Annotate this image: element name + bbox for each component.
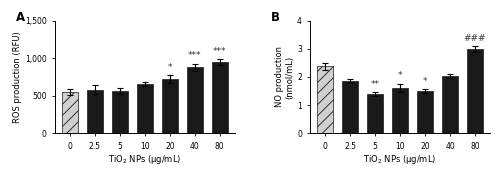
Bar — [212, 62, 228, 133]
Bar — [442, 76, 458, 133]
Text: ###: ### — [464, 34, 486, 43]
Bar — [87, 90, 103, 133]
Bar — [367, 94, 384, 133]
Bar — [112, 91, 128, 133]
Bar — [62, 92, 78, 133]
Text: A: A — [16, 11, 24, 24]
X-axis label: TiO$_2$ NPs (μg/mL): TiO$_2$ NPs (μg/mL) — [108, 154, 182, 167]
Text: *: * — [168, 63, 172, 72]
Bar — [162, 79, 178, 133]
Text: *: * — [423, 77, 428, 86]
Bar — [392, 88, 408, 133]
Bar — [467, 49, 483, 133]
Bar — [137, 84, 153, 133]
Y-axis label: NO production
(nmol/mL): NO production (nmol/mL) — [275, 47, 294, 107]
Text: *: * — [398, 71, 402, 80]
Text: **: ** — [370, 80, 380, 89]
Text: ***: *** — [213, 47, 226, 56]
Text: ***: *** — [188, 51, 202, 60]
Bar — [342, 81, 358, 133]
Text: B: B — [270, 11, 280, 24]
Bar — [417, 91, 433, 133]
Bar — [186, 67, 203, 133]
Y-axis label: ROS production (RFU): ROS production (RFU) — [13, 31, 22, 123]
Bar — [317, 66, 334, 133]
X-axis label: TiO$_2$ NPs (μg/mL): TiO$_2$ NPs (μg/mL) — [364, 154, 437, 167]
